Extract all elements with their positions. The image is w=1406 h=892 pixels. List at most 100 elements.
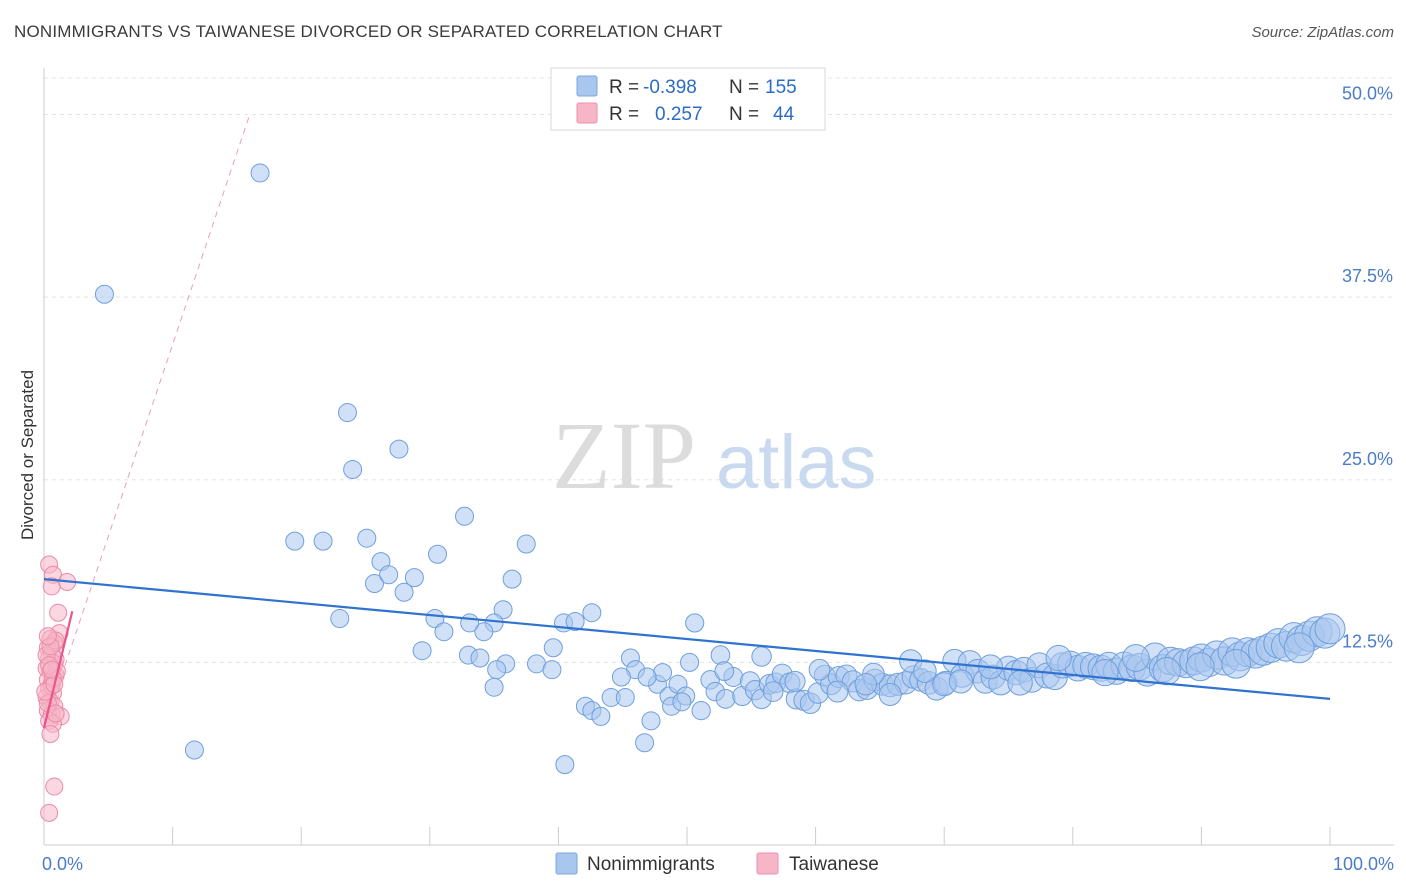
y-tick-label: 12.5% — [1342, 631, 1393, 651]
taiwanese-point — [49, 603, 68, 622]
legend-r-label: R = — [609, 104, 639, 125]
chart-title: NONIMMIGRANTS VS TAIWANESE DIVORCED OR S… — [14, 22, 723, 41]
nonimmigrants-point — [1121, 644, 1150, 672]
nonimmigrants-point — [394, 582, 414, 602]
nonimmigrants-point — [714, 661, 735, 682]
nonimmigrants-point — [487, 660, 507, 680]
legend-n-label: N = — [729, 77, 759, 98]
legend-n-label: N = — [729, 104, 759, 125]
nonimmigrants-point — [434, 622, 454, 642]
nonimmigrants-point — [1185, 652, 1215, 682]
nonimmigrants-point — [379, 565, 399, 585]
legend-top: R = -0.398 N = 155 R = 0.257 N = 44 — [550, 67, 826, 131]
nonimmigrants-point — [470, 648, 490, 668]
nonimmigrants-point — [611, 667, 631, 687]
nonimmigrants-point — [285, 531, 305, 551]
y-tick-label: 25.0% — [1342, 449, 1393, 469]
legend-bottom: Nonimmigrants Taiwanese — [555, 852, 879, 875]
nonimmigrants-point — [715, 689, 736, 709]
nonimmigrants-point — [854, 673, 877, 696]
nonimmigrants-point — [337, 403, 357, 423]
nonimmigrants-point — [542, 660, 562, 680]
nonimmigrants-point — [685, 613, 705, 633]
nonimmigrants-point — [1152, 656, 1181, 686]
legend-r-value: 0.257 — [655, 104, 703, 125]
x-tick-label: 100.0% — [1333, 854, 1394, 874]
nonimmigrants-point — [1283, 632, 1315, 664]
nonimmigrants-point — [635, 733, 655, 753]
source-label: Source: ZipAtlas.com — [1251, 24, 1394, 41]
nonimmigrants-point — [330, 609, 350, 629]
nonimmigrants-point — [389, 439, 409, 459]
nonimmigrants-point — [516, 534, 536, 554]
nonimmigrants-point — [1045, 644, 1072, 672]
taiwanese-point — [40, 803, 59, 822]
nonimmigrants-point — [250, 163, 270, 183]
legend-swatch-nonimmigrants — [576, 75, 598, 97]
legend-swatch-taiwanese — [756, 852, 779, 875]
legend-r-value: -0.398 — [643, 77, 697, 98]
x-tick-label: 0.0% — [42, 854, 83, 874]
nonimmigrants-trend-line — [43, 578, 1331, 701]
taiwanese-point — [38, 627, 57, 646]
nonimmigrants-point — [680, 652, 700, 672]
nonimmigrants-point — [762, 681, 784, 702]
nonimmigrants-point — [94, 284, 114, 304]
taiwanese-point — [41, 724, 60, 743]
nonimmigrants-point — [428, 544, 448, 564]
nonimmigrants-point — [641, 711, 661, 731]
watermark-atlas: atlas — [716, 420, 877, 505]
nonimmigrants-point — [357, 528, 377, 548]
taiwanese-point — [42, 660, 61, 679]
nonimmigrants-point — [455, 506, 475, 526]
legend-swatch-taiwanese — [576, 102, 598, 124]
nonimmigrants-point — [615, 687, 635, 707]
nonimmigrants-point — [710, 645, 731, 665]
axes — [43, 68, 1394, 846]
nonimmigrants-point — [474, 622, 494, 642]
nonimmigrants-point — [582, 603, 602, 623]
nonimmigrants-point — [343, 460, 363, 480]
nonimmigrants-point — [565, 611, 585, 631]
watermark-zip: ZIP — [552, 402, 696, 509]
nonimmigrants-point — [637, 667, 657, 687]
nonimmigrants-point — [1091, 659, 1119, 687]
tick-labels: 12.5% 25.0% 37.5% 50.0% 0.0% 100.0% — [42, 84, 1394, 874]
legend-r-label: R = — [609, 77, 639, 98]
nonimmigrants-point — [404, 568, 424, 588]
watermark: ZIP atlas — [552, 402, 877, 509]
nonimmigrants-point — [1314, 613, 1346, 645]
y-axis-title: Divorced or Separated — [18, 370, 37, 540]
nonimmigrants-point — [808, 658, 831, 681]
trend-extension-line — [43, 114, 251, 729]
nonimmigrants-point — [502, 569, 522, 589]
nonimmigrants-point — [412, 641, 432, 661]
y-tick-label: 37.5% — [1342, 266, 1393, 286]
taiwanese-point — [45, 777, 64, 796]
nonimmigrants-point — [784, 670, 806, 692]
nonimmigrants-point — [591, 706, 611, 726]
trend-lines — [42, 578, 1331, 729]
nonimmigrants-point — [826, 680, 849, 703]
nonimmigrants-point — [1221, 649, 1251, 679]
taiwanese-trend-line — [42, 610, 74, 729]
legend-n-value: 155 — [765, 77, 797, 98]
y-tick-label: 50.0% — [1342, 84, 1393, 104]
nonimmigrants-point — [691, 700, 711, 721]
nonimmigrants-point — [948, 669, 974, 694]
legend-label-nonimmigrants: Nonimmigrants — [587, 854, 715, 875]
nonimmigrants-point — [555, 755, 575, 775]
nonimmigrants-point — [184, 740, 204, 760]
nonimmigrants-point — [751, 646, 772, 667]
nonimmigrants-point — [484, 677, 504, 697]
legend-swatch-nonimmigrants — [555, 852, 578, 875]
nonimmigrants-point — [460, 613, 480, 633]
nonimmigrants-point — [543, 638, 563, 658]
trend-extensions — [43, 114, 251, 729]
legend-n-value: 44 — [773, 104, 795, 125]
nonimmigrants-point — [365, 573, 385, 593]
legend-label-taiwanese: Taiwanese — [789, 854, 879, 875]
nonimmigrants-point — [913, 659, 937, 683]
nonimmigrants-point — [493, 600, 513, 620]
